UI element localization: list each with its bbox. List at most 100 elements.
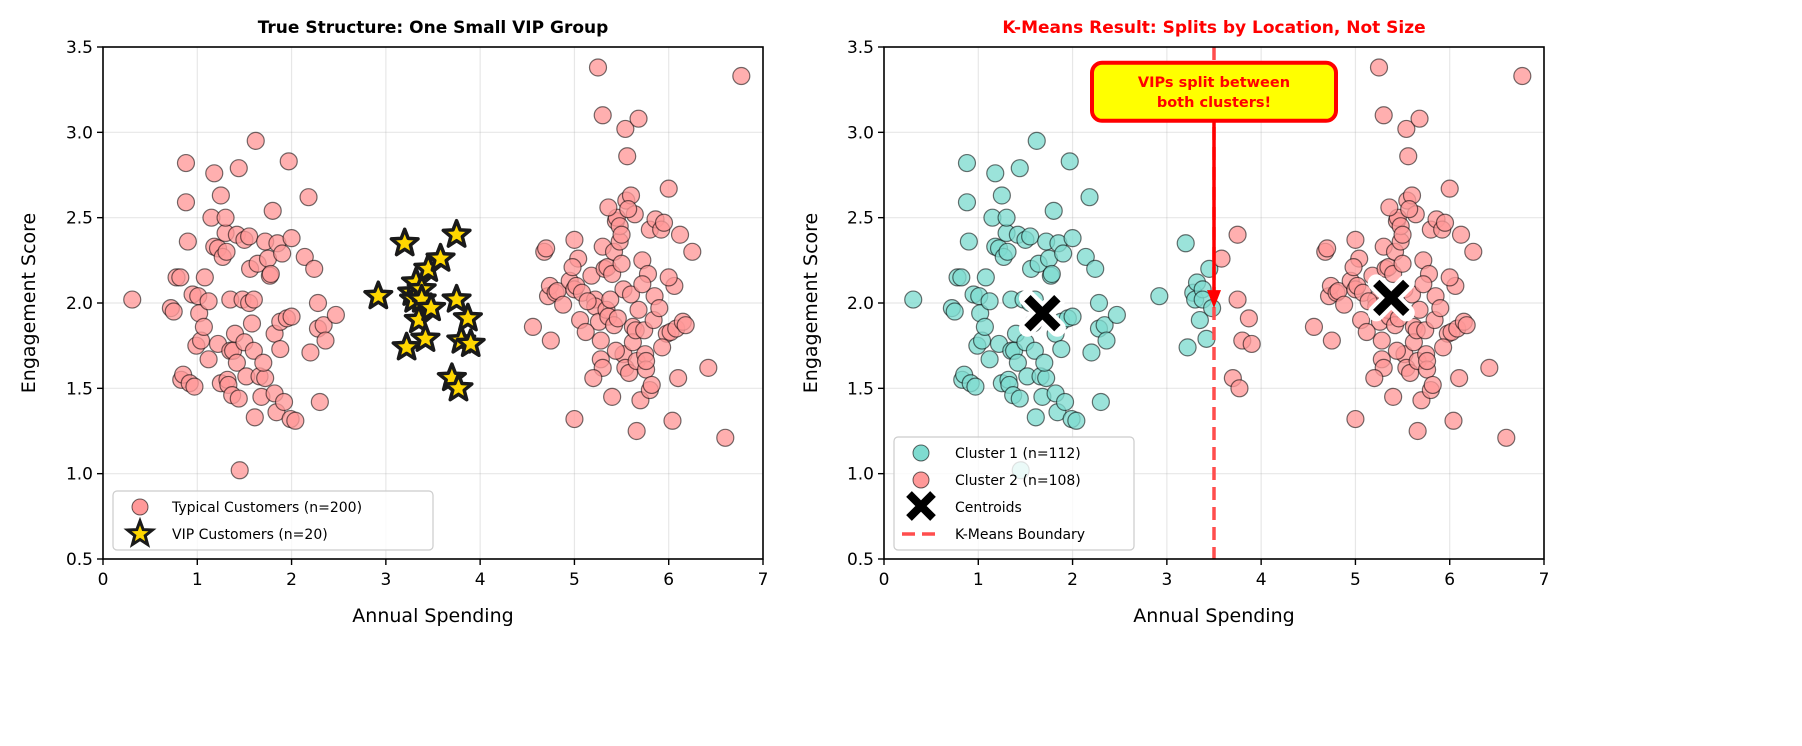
y-tick-label: 3.5 <box>847 38 874 58</box>
cluster1-point <box>980 292 999 311</box>
cluster1-point <box>959 232 978 251</box>
right-panel: K-Means Result: Splits by Location, Not … <box>800 18 1549 627</box>
typical-customer-point <box>123 290 142 309</box>
x-tick-label: 4 <box>475 570 486 590</box>
y-tick-label: 1.5 <box>66 379 93 399</box>
y-tick-label: 1.5 <box>847 379 874 399</box>
cluster1-point <box>1086 259 1105 278</box>
right-legend-box <box>893 436 1135 551</box>
cluster2-point <box>1464 242 1483 261</box>
typical-customer-point <box>606 341 626 360</box>
typical-customer-point <box>699 358 718 377</box>
typical-customer-point <box>282 229 301 248</box>
typical-customer-point <box>301 343 320 362</box>
cluster2-point <box>1346 409 1365 429</box>
cluster2-point <box>1242 334 1261 354</box>
y-tick-label: 1.0 <box>847 465 874 485</box>
typical-customer-point <box>654 213 674 232</box>
y-tick-label: 2.5 <box>66 209 93 229</box>
cluster1-point <box>998 242 1017 261</box>
legend-typical-label: Typical Customers (n=200) <box>171 500 362 516</box>
cluster2-point <box>1410 109 1429 128</box>
typical-customer-point <box>308 293 328 313</box>
typical-customer-point <box>683 242 702 261</box>
typical-customer-point <box>299 188 318 207</box>
typical-customer-point <box>244 341 263 360</box>
typical-customer-point <box>650 299 669 318</box>
typical-customer-point <box>621 285 641 304</box>
typical-customer-point <box>642 375 661 395</box>
typical-customer-point <box>229 389 248 408</box>
vip-customer-point <box>416 292 447 322</box>
typical-customer-point <box>217 242 236 261</box>
right-ticks: 0 1 2 3 4 5 6 7 0.5 1.0 1.5 2.0 2.5 3.0 3.5 <box>847 38 1549 590</box>
cluster2-point <box>1399 147 1418 166</box>
cluster1-point <box>975 317 994 336</box>
cluster1-point <box>1042 264 1061 284</box>
left-panel: True Structure: One Small VIP Group 0 1 2 3… <box>18 18 768 627</box>
cluster2-point <box>1346 230 1365 249</box>
y-tick-label: 1.0 <box>66 465 93 485</box>
cluster2-point <box>1400 200 1419 219</box>
typical-customer-point <box>286 411 305 430</box>
cluster1-point <box>1067 411 1086 430</box>
typical-customer-point <box>171 268 190 287</box>
typical-customer-point <box>245 408 264 427</box>
right-y-axis-label: Engagement Score <box>800 213 822 393</box>
typical-customer-point <box>663 411 682 430</box>
typical-customer-point <box>274 392 294 412</box>
typical-customer-point <box>244 290 263 309</box>
left-legend-box <box>112 490 434 551</box>
cluster2-point <box>1365 368 1384 388</box>
cluster2-point <box>1393 254 1412 273</box>
typical-customer-point <box>591 331 610 350</box>
typical-customer-point <box>246 131 265 150</box>
cluster1-point <box>992 186 1011 205</box>
typical-customer-point <box>629 300 648 319</box>
typical-customer-point <box>227 353 246 372</box>
right-points <box>904 58 1532 480</box>
x-tick-label: 3 <box>1161 570 1172 590</box>
legend-vip-label: VIP Customers (n=20) <box>172 527 328 543</box>
typical-customer-point <box>271 339 290 359</box>
cluster1-point <box>997 208 1016 227</box>
annotation-box <box>1090 60 1338 123</box>
typical-customer-point <box>295 247 314 267</box>
cluster2-point <box>1444 411 1463 430</box>
typical-customer-point <box>659 179 678 198</box>
typical-customer-point <box>554 295 573 314</box>
typical-customer-point <box>261 264 280 284</box>
cluster2-point <box>1414 275 1433 294</box>
cluster1-point <box>1190 310 1209 330</box>
typical-customer-point <box>612 254 631 273</box>
typical-customer-point <box>608 309 627 328</box>
cluster1-point <box>945 302 964 321</box>
legend-centroids-label: Centroids <box>955 500 1022 516</box>
typical-customer-point <box>619 200 638 219</box>
typical-customer-point <box>565 230 584 249</box>
cluster2-point <box>1513 66 1532 86</box>
typical-customer-point <box>273 244 292 263</box>
legend-cluster2-marker-icon <box>912 471 930 489</box>
left-legend: Typical Customers (n=200) VIP Customers … <box>112 490 434 551</box>
cluster2-point <box>1380 198 1399 217</box>
typical-customer-point <box>633 275 652 294</box>
x-tick-label: 5 <box>1350 570 1361 590</box>
cluster1-point <box>1037 368 1056 388</box>
cluster1-point <box>1027 131 1046 150</box>
cluster2-point <box>1440 179 1459 198</box>
cluster2-point <box>1374 106 1393 125</box>
x-tick-label: 6 <box>663 570 674 590</box>
cluster1-point <box>1010 159 1029 178</box>
cluster2-point <box>1451 225 1471 244</box>
typical-customer-point <box>230 461 249 480</box>
typical-customer-point <box>185 377 204 396</box>
cluster1-point <box>1080 188 1099 207</box>
typical-customer-point <box>616 119 635 139</box>
typical-customer-point <box>601 290 620 309</box>
typical-customer-point <box>316 331 335 350</box>
cluster2-point <box>1434 338 1453 357</box>
cluster2-point <box>1497 428 1516 447</box>
right-chart-title: K-Means Result: Splits by Location, Not … <box>1002 18 1425 38</box>
